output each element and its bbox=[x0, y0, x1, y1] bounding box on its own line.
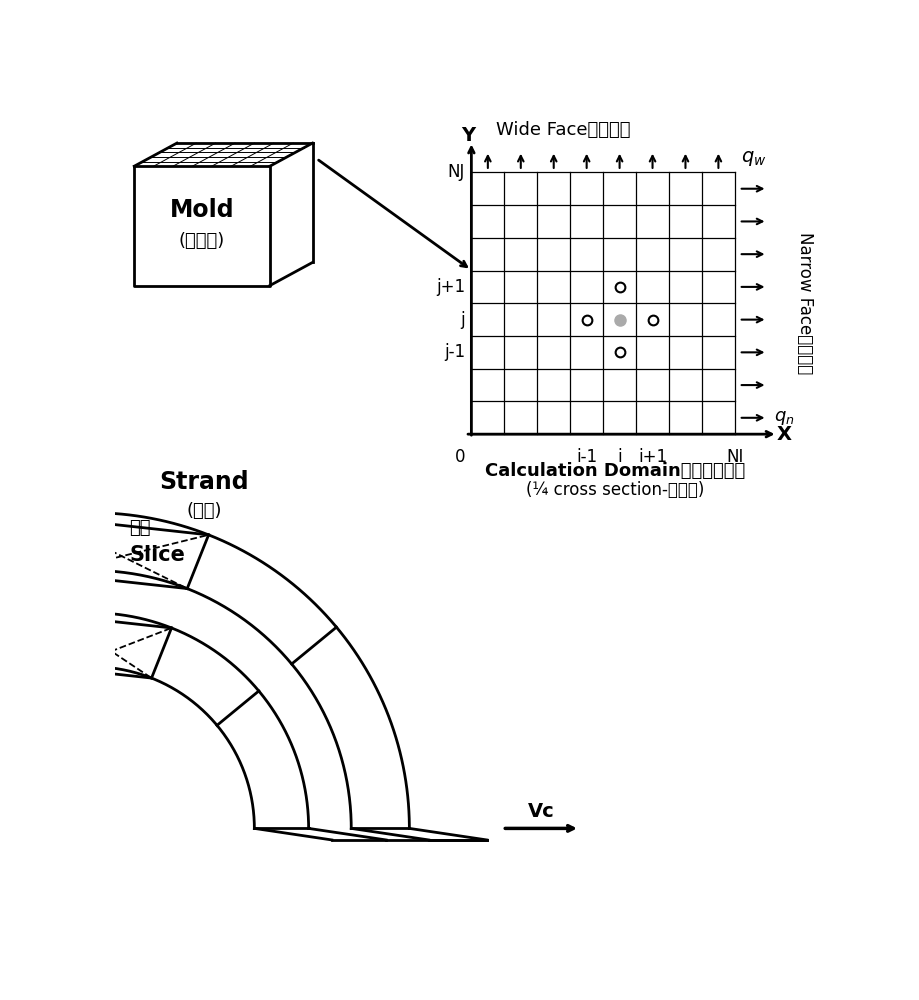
Text: i-1: i-1 bbox=[576, 448, 597, 466]
Text: Mold: Mold bbox=[170, 198, 234, 222]
Text: j: j bbox=[460, 311, 465, 329]
Text: 0: 0 bbox=[455, 448, 465, 466]
Text: (¼ cross section-横截面): (¼ cross section-横截面) bbox=[526, 481, 704, 499]
Text: i: i bbox=[618, 448, 622, 466]
Text: Y: Y bbox=[461, 126, 475, 145]
Text: Wide Face（宿面）: Wide Face（宿面） bbox=[496, 121, 630, 139]
Text: $q_n$: $q_n$ bbox=[774, 409, 794, 427]
Text: $q_w$: $q_w$ bbox=[741, 149, 766, 168]
Text: j+1: j+1 bbox=[436, 278, 465, 296]
Text: Slice: Slice bbox=[130, 545, 186, 565]
Text: NJ: NJ bbox=[448, 163, 465, 181]
Text: Narrow Face（窄面）: Narrow Face（窄面） bbox=[796, 232, 813, 374]
Text: j-1: j-1 bbox=[444, 343, 465, 361]
Text: X: X bbox=[777, 425, 791, 444]
Text: 切片: 切片 bbox=[130, 519, 151, 537]
Text: i+1: i+1 bbox=[638, 448, 667, 466]
Text: (结晶器): (结晶器) bbox=[179, 232, 225, 250]
Text: Calculation Domain（计算区域）: Calculation Domain（计算区域） bbox=[484, 462, 745, 480]
Text: Strand: Strand bbox=[159, 470, 249, 494]
Text: (铸流): (铸流) bbox=[187, 502, 221, 520]
Text: NI: NI bbox=[726, 448, 743, 466]
Text: Vc: Vc bbox=[528, 802, 554, 821]
